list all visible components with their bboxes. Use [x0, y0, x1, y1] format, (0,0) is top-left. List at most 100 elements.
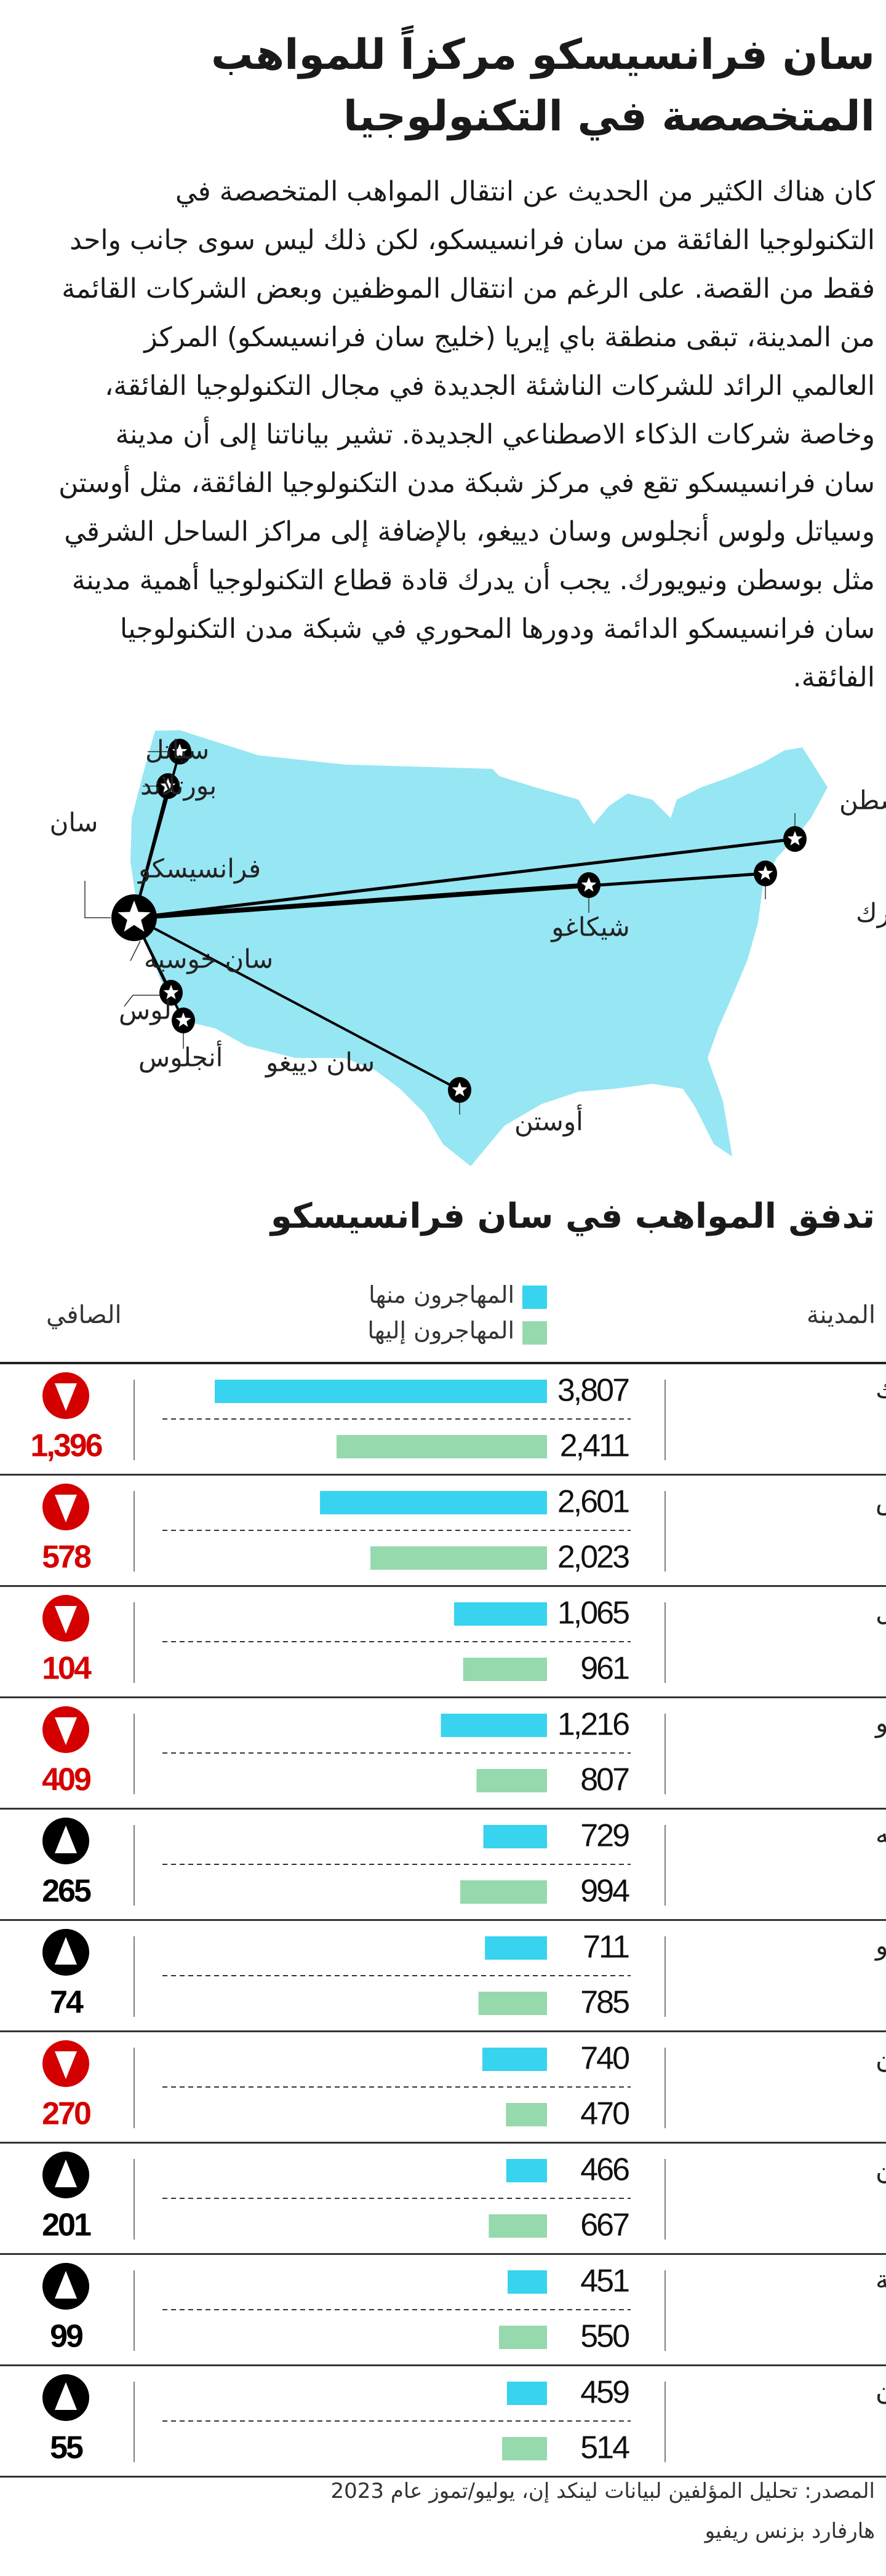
table-row: سياتل 1,065 961 104 [0, 1595, 886, 1698]
triangle-up-icon [55, 2160, 77, 2187]
value-label-inflow: 667 [580, 2208, 629, 2243]
star-icon [175, 1012, 191, 1027]
value-label-outflow: 466 [580, 2152, 629, 2188]
map-label-boston: بوسطن [839, 785, 886, 816]
net-down-badge [42, 1372, 89, 1419]
route-line-boston [134, 837, 796, 920]
bar-outflow [506, 2159, 547, 2182]
row-divider [0, 2030, 886, 2032]
row-city-name: بوسطن [876, 2153, 886, 2184]
bar-outflow [506, 2382, 547, 2405]
us-map-shape [130, 730, 828, 1166]
net-down-badge [42, 1595, 89, 1642]
net-value: 74 [50, 1985, 84, 2021]
row-divider [0, 2364, 886, 2366]
star-icon [118, 900, 151, 932]
value-label-inflow: 785 [580, 1985, 629, 2021]
star-icon [172, 744, 188, 758]
net-down-badge [42, 1706, 89, 1753]
net-value: 265 [42, 1874, 91, 1909]
net-value: 578 [42, 1540, 91, 1575]
row-city-name: لندن [876, 2376, 886, 2406]
row-divider [0, 2142, 886, 2144]
table-row: بوسطن 466 667 201 [0, 2152, 886, 2255]
route-line-new-york [134, 872, 766, 920]
net-up-badge [42, 2263, 89, 2310]
row-city-name: مدينة نيويورك [876, 1374, 886, 1404]
triangle-up-icon [55, 2271, 77, 2299]
row-city-name: سياتل [876, 1597, 886, 1627]
table-row: أوستن 740 470 270 [0, 2040, 886, 2144]
map-label-seattle: سياتل [145, 735, 209, 765]
table-row: سان خوسيه 729 994 265 [0, 1818, 886, 1921]
bar-outflow [483, 1825, 547, 1848]
legend-label-inflow: المهاجرون إليها [367, 1317, 514, 1344]
value-label-inflow: 470 [580, 2096, 629, 2132]
map-label-chicago: شيكاغو [550, 912, 630, 942]
value-label-outflow: 740 [580, 2041, 629, 2077]
map-label-san-francisco-line2: فرانسيسكو [137, 854, 261, 884]
star-icon [163, 985, 179, 1000]
legend-swatch-inflow [522, 1321, 547, 1345]
net-up-badge [42, 2374, 89, 2421]
value-label-inflow: 807 [580, 1762, 629, 1798]
bar-outflow [320, 1491, 547, 1514]
net-value: 1,396 [30, 1428, 102, 1464]
row-city-name: واشنطن العاصمة [876, 2265, 886, 2295]
star-icon [160, 778, 176, 793]
table-row: واشنطن العاصمة 451 550 99 [0, 2263, 886, 2366]
net-value: 99 [50, 2319, 82, 2355]
bar-outflow [453, 1602, 547, 1626]
article-title: سان فرانسيسكو مركزاً للمواهب المتخصصة في… [211, 31, 875, 141]
bar-inflow [489, 2214, 547, 2238]
row-city-name: أوستن [876, 2040, 886, 2072]
map-label-san-diego: سان دييغو [265, 1047, 375, 1078]
label-leader-line [124, 995, 160, 1007]
value-label-outflow: 2,601 [557, 1484, 629, 1520]
triangle-up-icon [55, 1937, 77, 1965]
star-icon [787, 831, 803, 846]
row-divider [0, 1696, 886, 1698]
star-icon [757, 865, 773, 880]
table-row: شيكاغو 711 785 74 [0, 1929, 886, 2032]
map-label-new-york: مدينة نيويورك [856, 898, 886, 928]
value-label-inflow: 514 [580, 2430, 629, 2466]
value-label-inflow: 2,411 [560, 1428, 629, 1464]
net-down-badge [42, 1484, 89, 1530]
net-up-badge [42, 1818, 89, 1864]
star-icon [452, 1082, 468, 1097]
bar-inflow [463, 1658, 547, 1681]
value-label-inflow: 2,023 [557, 1540, 629, 1575]
value-label-outflow: 1,216 [557, 1707, 629, 1743]
value-label-outflow: 729 [580, 1818, 629, 1854]
map-label-austin: أوستن [514, 1105, 583, 1137]
row-city-name: لوس أنجلوس [876, 1484, 886, 1516]
net-value: 104 [42, 1651, 92, 1687]
row-city-name: شيكاغو [874, 1931, 886, 1961]
table-row: لندن 459 514 55 [0, 2374, 886, 2478]
publisher-credit: هارفارد بزنس ريفيو [704, 2519, 875, 2543]
legend-label-outflow: المهاجرون منها [369, 1281, 514, 1308]
value-label-outflow: 1,065 [557, 1596, 629, 1631]
net-down-badge [42, 2040, 89, 2087]
value-label-outflow: 711 [583, 1930, 629, 1965]
source-note: المصدر: تحليل المؤلفين لبيانات لينكد إن،… [330, 2479, 876, 2503]
bar-outflow [215, 1380, 547, 1403]
map-label-portland: بورتلاند [140, 771, 217, 801]
triangle-down-icon [55, 1606, 77, 1634]
net-value: 409 [42, 1762, 90, 1798]
table-row: مدينة نيويورك 3,807 2,411 1,396 [0, 1372, 886, 1476]
row-divider [0, 1474, 886, 1476]
bar-inflow [337, 1435, 547, 1458]
bar-inflow [498, 2326, 547, 2349]
value-label-outflow: 3,807 [557, 1373, 629, 1409]
net-up-badge [42, 2152, 89, 2198]
map-label-los-angeles-line2: أنجلوس [138, 1041, 223, 1073]
row-divider [0, 1585, 886, 1587]
bar-outflow [508, 2270, 547, 2294]
triangle-down-icon [55, 1383, 77, 1411]
city-column-header: المدينة [806, 1301, 876, 1329]
chart-title: تدفق المواهب في سان فرانسيسكو [270, 1196, 875, 1236]
row-divider [0, 2253, 886, 2255]
bar-inflow [506, 2103, 547, 2126]
